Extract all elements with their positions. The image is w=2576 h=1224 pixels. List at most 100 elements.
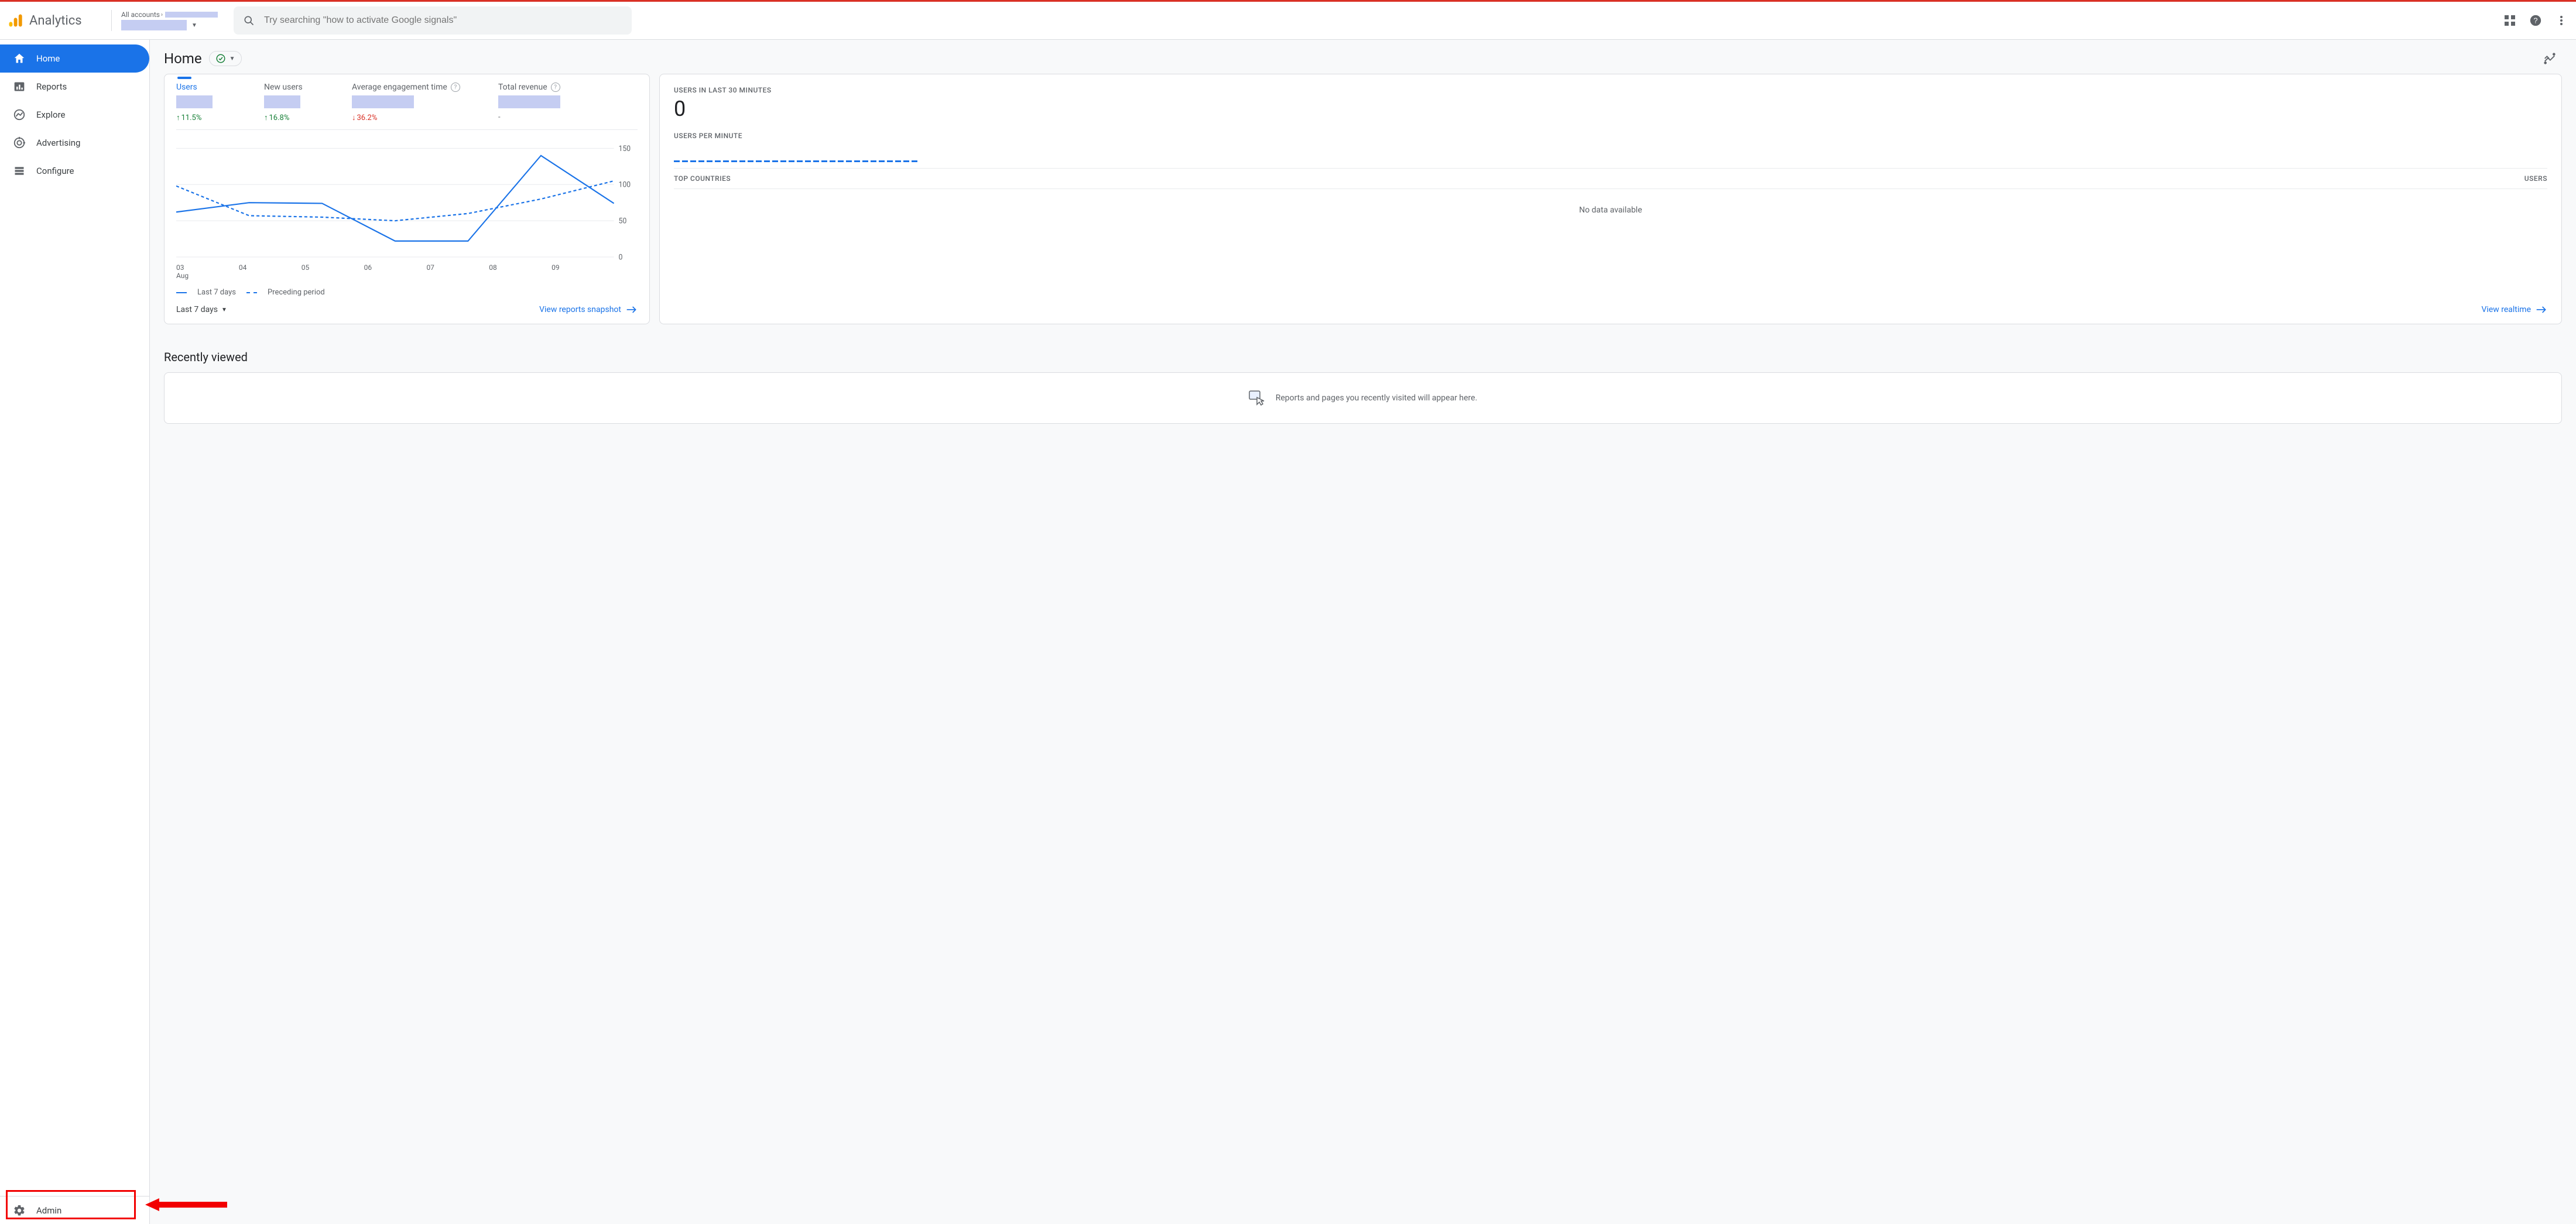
insights-icon[interactable] <box>2542 51 2557 66</box>
sidebar-item-label: Home <box>36 53 60 64</box>
legend-label: Last 7 days <box>197 288 236 297</box>
spark-bar <box>895 160 901 162</box>
page-title: Home <box>164 50 202 67</box>
sidebar-item-label: Advertising <box>36 138 80 148</box>
metric-delta: ↑ 11.5% <box>176 113 241 122</box>
col-countries: TOP COUNTRIES <box>674 174 731 183</box>
sidebar-item-label: Configure <box>36 166 74 176</box>
recently-viewed-title: Recently viewed <box>150 324 2576 372</box>
metric-new_users[interactable]: New users↑ 16.8% <box>264 83 328 122</box>
spark-bar <box>674 160 680 162</box>
overview-card: Users↑ 11.5%New users↑ 16.8%Average enga… <box>164 74 650 324</box>
svg-text:150: 150 <box>619 144 631 153</box>
x-tick-label: 06 <box>364 263 427 272</box>
arrow-up-icon: ↑ <box>264 113 268 122</box>
caret-down-icon: ▼ <box>221 307 227 313</box>
x-tick-label: 08 <box>489 263 551 272</box>
spark-bar <box>871 160 876 162</box>
spark-bar <box>789 160 794 162</box>
sidebar-item-explore[interactable]: Explore <box>0 101 149 129</box>
spark-bar <box>731 160 737 162</box>
view-reports-snapshot-link[interactable]: View reports snapshot <box>539 305 638 314</box>
metric-users[interactable]: Users↑ 11.5% <box>176 83 241 122</box>
search-icon <box>243 15 255 26</box>
explore-icon <box>13 108 26 121</box>
divider <box>111 10 112 31</box>
metric-total_revenue[interactable]: Total revenue?- <box>498 83 621 122</box>
spark-bar <box>805 160 811 162</box>
caret-down-icon: ▼ <box>191 22 197 29</box>
spark-bar <box>764 160 770 162</box>
spark-bar <box>682 160 688 162</box>
svg-text:100: 100 <box>619 180 631 190</box>
sidebar-item-reports[interactable]: Reports <box>0 73 149 101</box>
sidebar: Home Reports Explore Advertising Configu… <box>0 40 150 1224</box>
list-icon <box>13 164 26 177</box>
apps-icon[interactable] <box>2502 13 2517 28</box>
account-picker[interactable]: All accounts › ▼ <box>121 6 227 35</box>
spark-bar <box>748 160 753 162</box>
analytics-logo-icon <box>7 12 23 29</box>
spark-bar <box>813 160 819 162</box>
spark-bar <box>879 160 885 162</box>
metric-avg_engagement[interactable]: Average engagement time?↓ 36.2% <box>352 83 475 122</box>
users-line-chart: 050100150 <box>176 135 638 263</box>
view-realtime-link[interactable]: View realtime <box>2482 305 2547 314</box>
realtime-heading-1: USERS IN LAST 30 MINUTES <box>674 86 2547 94</box>
help-icon[interactable]: ? <box>451 83 460 92</box>
sidebar-item-configure[interactable]: Configure <box>0 157 149 185</box>
metric-value-redacted <box>498 95 560 108</box>
x-tick-label: 04 <box>239 263 302 272</box>
spark-bar <box>797 160 803 162</box>
help-icon[interactable]: ? <box>2528 13 2543 28</box>
x-tick-label: 05 <box>302 263 364 272</box>
arrow-up-icon: ↑ <box>176 113 180 122</box>
arrow-right-icon <box>626 306 638 314</box>
svg-text:0: 0 <box>619 253 623 262</box>
top-countries-header: TOP COUNTRIES USERS <box>674 168 2547 189</box>
recently-viewed-empty: Reports and pages you recently visited w… <box>1276 393 1478 403</box>
sidebar-item-home[interactable]: Home <box>0 44 149 73</box>
chart-x-labels: 03040506070809 <box>176 263 638 272</box>
recently-viewed-card: Reports and pages you recently visited w… <box>164 372 2562 424</box>
product-name: Analytics <box>29 13 82 28</box>
users-per-minute-sparkline <box>674 153 2547 162</box>
sidebar-item-advertising[interactable]: Advertising <box>0 129 149 157</box>
x-tick-label: 03 <box>176 263 239 272</box>
spark-bar <box>846 160 852 162</box>
home-icon <box>13 52 26 65</box>
spark-bar <box>830 160 835 162</box>
caret-down-icon: ▼ <box>229 56 235 62</box>
legend-label: Preceding period <box>268 288 325 297</box>
sidebar-item-label: Admin <box>36 1205 61 1216</box>
arrow-down-icon: ↓ <box>352 113 356 122</box>
metric-label: Average engagement time? <box>352 83 475 92</box>
help-icon[interactable]: ? <box>551 83 560 92</box>
search-input[interactable] <box>264 15 622 26</box>
check-circle-icon <box>215 53 226 64</box>
status-chip[interactable]: ▼ <box>209 51 242 66</box>
spark-bar <box>838 160 844 162</box>
metric-label: New users <box>264 83 328 92</box>
sidebar-item-admin[interactable]: Admin <box>0 1196 149 1224</box>
chevron-right-icon: › <box>161 12 163 18</box>
chart-legend: Last 7 days Preceding period <box>176 288 638 297</box>
active-tab-indicator <box>177 77 191 79</box>
sidebar-item-label: Reports <box>36 81 67 92</box>
sidebar-item-label: Explore <box>36 109 66 120</box>
chart-x-sublabel: Aug <box>176 272 638 280</box>
top-bar: Analytics All accounts › ▼ ? <box>0 0 2576 40</box>
date-range-selector[interactable]: Last 7 days ▼ <box>176 305 227 314</box>
account-picker-prefix: All accounts <box>121 11 160 19</box>
legend-swatch <box>246 292 257 293</box>
search-bar[interactable] <box>234 6 632 35</box>
product-logo[interactable]: Analytics <box>7 12 104 29</box>
spark-bar <box>739 160 745 162</box>
spark-bar <box>780 160 786 162</box>
property-name-redacted <box>121 20 187 30</box>
realtime-heading-2: USERS PER MINUTE <box>674 132 2547 140</box>
more-vert-icon[interactable] <box>2554 13 2569 28</box>
arrow-right-icon <box>2536 306 2547 314</box>
link-label: View reports snapshot <box>539 305 621 314</box>
spark-bar <box>698 160 704 162</box>
